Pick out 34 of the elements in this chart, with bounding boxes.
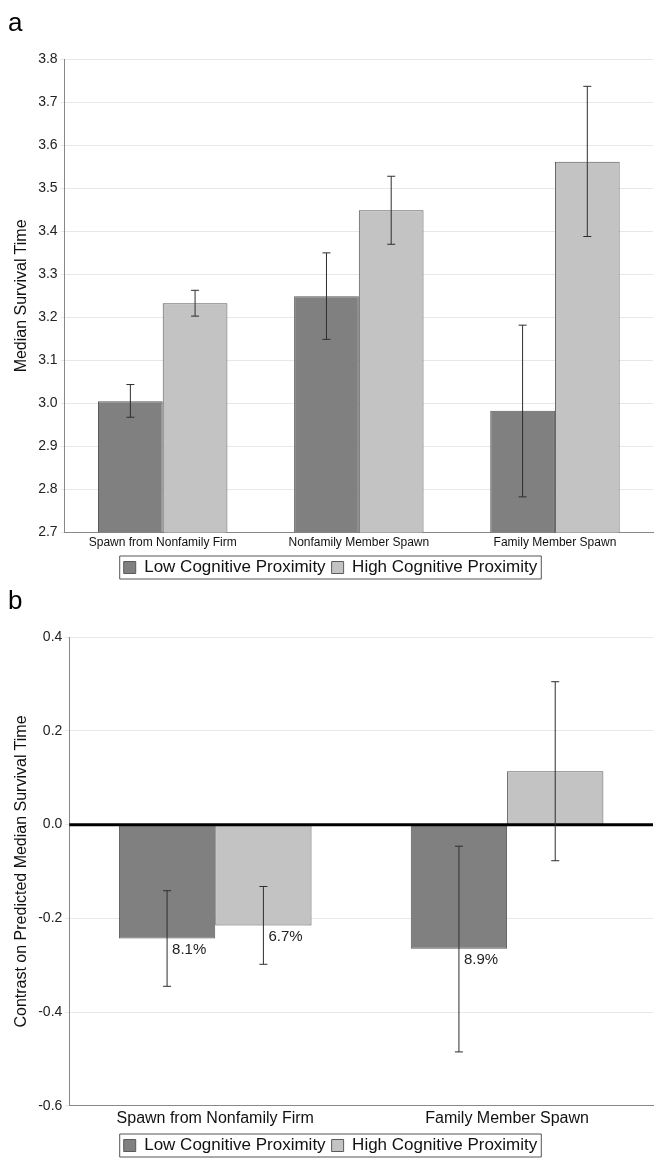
y-tick-label: -0.6: [38, 1096, 63, 1113]
y-tick-label: 0.0: [42, 815, 63, 832]
x-tick-label: Family Member Spawn: [425, 1108, 589, 1126]
x-tick-label: Nonfamily Member Spawn: [288, 535, 430, 550]
y-axis-title: Contrast on Predicted Median Survival Time: [12, 715, 30, 1028]
y-tick-label: 3.6: [38, 136, 58, 153]
annotation: 8.1%: [172, 940, 207, 958]
y-tick-label: 0.2: [42, 721, 63, 738]
y-tick-label: 3.2: [38, 308, 58, 325]
y-tick-label: 3.1: [38, 351, 58, 368]
y-tick-label: 2.7: [38, 523, 58, 540]
legend-label: Low Cognitive Proximity: [144, 1135, 327, 1155]
y-axis-title: Median Survival Time: [12, 219, 30, 373]
chart-title: a: [8, 6, 23, 37]
y-tick-label: 3.7: [38, 93, 58, 110]
y-tick-label: 2.8: [38, 480, 58, 497]
y-tick-label: 3.0: [38, 394, 58, 411]
chart-title: b: [8, 584, 23, 615]
y-tick-label: 0.4: [42, 628, 63, 645]
legend-label: High Cognitive Proximity: [352, 557, 538, 577]
x-tick-label: Spawn from Nonfamily Firm: [116, 1108, 314, 1126]
y-tick-label: -0.4: [38, 1002, 63, 1019]
annotation: 8.9%: [463, 950, 499, 968]
y-tick-label: 2.9: [38, 437, 58, 454]
legend-label: Low Cognitive Proximity: [144, 557, 327, 577]
y-tick-label: 3.5: [38, 179, 58, 196]
legend-label: High Cognitive Proximity: [352, 1135, 538, 1155]
y-tick-label: 3.8: [38, 50, 58, 67]
x-tick-label: Spawn from Nonfamily Firm: [88, 535, 237, 550]
y-tick-label: -0.2: [38, 909, 63, 926]
y-tick-label: 3.3: [38, 265, 58, 282]
x-tick-label: Family Member Spawn: [493, 535, 617, 550]
annotation: 6.7%: [268, 927, 303, 945]
y-tick-label: 3.4: [38, 222, 58, 239]
